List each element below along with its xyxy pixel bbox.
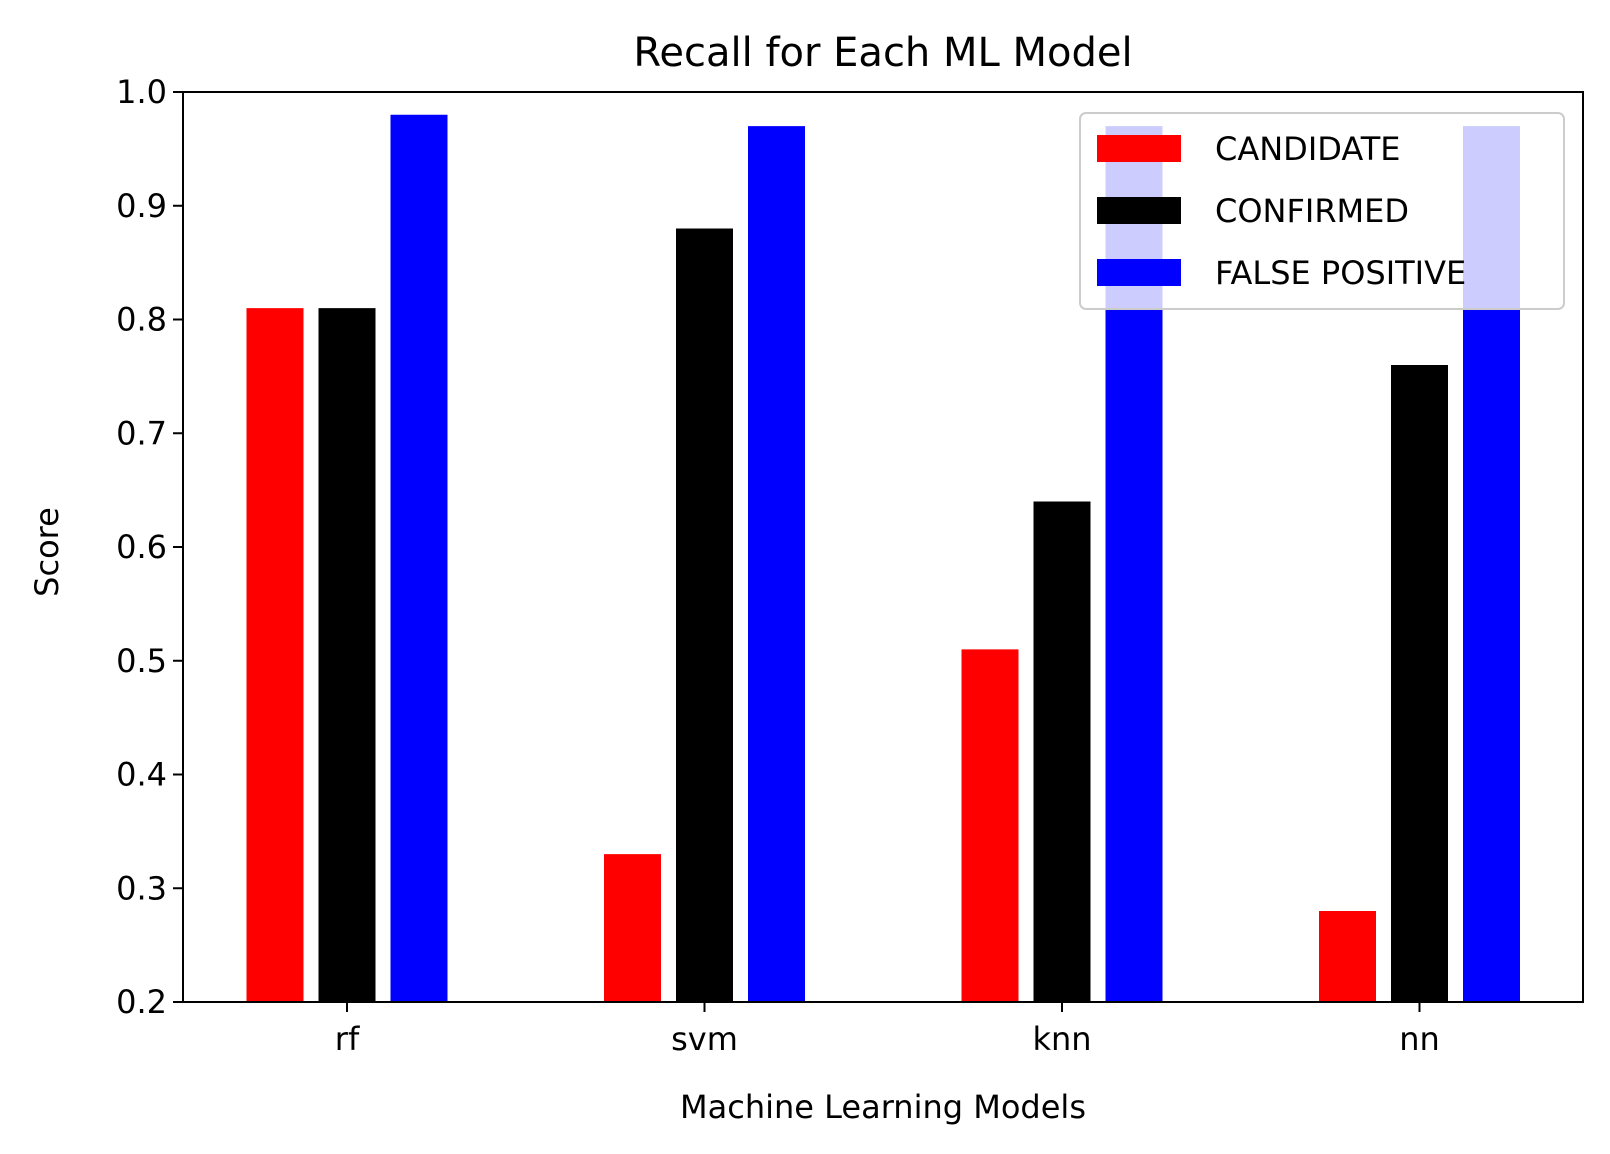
legend-swatch-candidate bbox=[1097, 135, 1181, 162]
bar-rf-false-positive bbox=[390, 114, 448, 1002]
y-tick-label: 1.0 bbox=[116, 73, 167, 111]
legend-label-false-positive: FALSE POSITIVE bbox=[1215, 254, 1466, 292]
y-tick-label: 0.9 bbox=[116, 187, 167, 225]
x-tick-label-svm: svm bbox=[671, 1020, 738, 1058]
legend-box bbox=[1079, 112, 1565, 310]
legend-swatch-false-positive bbox=[1097, 259, 1181, 286]
y-tick-label: 0.6 bbox=[116, 528, 167, 566]
legend: CANDIDATE CONFIRMED FALSE POSITIVE bbox=[1079, 112, 1565, 310]
y-tick-label: 0.3 bbox=[116, 869, 167, 907]
x-axis-label: Machine Learning Models bbox=[680, 1088, 1086, 1126]
x-axis: rf svm knn nn bbox=[335, 1002, 1440, 1058]
y-axis-label: Score bbox=[28, 507, 66, 597]
x-tick-label-nn: nn bbox=[1399, 1020, 1440, 1058]
bar-svm-confirmed bbox=[676, 228, 733, 1002]
bar-knn-candidate bbox=[961, 649, 1019, 1002]
bar-rf-candidate bbox=[246, 308, 304, 1002]
bar-rf-confirmed bbox=[318, 308, 376, 1002]
legend-label-confirmed: CONFIRMED bbox=[1215, 192, 1409, 230]
legend-label-candidate: CANDIDATE bbox=[1215, 130, 1401, 168]
y-tick-label: 0.7 bbox=[116, 414, 167, 452]
bar-nn-confirmed bbox=[1391, 365, 1448, 1002]
legend-swatch-confirmed bbox=[1097, 197, 1181, 224]
x-tick-label-rf: rf bbox=[335, 1020, 360, 1058]
y-tick-label: 0.4 bbox=[116, 756, 167, 794]
y-tick-label: 0.2 bbox=[116, 983, 167, 1021]
y-tick-label: 0.8 bbox=[116, 301, 167, 339]
bar-knn-confirmed bbox=[1033, 501, 1091, 1002]
bar-nn-candidate bbox=[1319, 911, 1376, 1002]
x-tick-label-knn: knn bbox=[1032, 1020, 1091, 1058]
bar-svm-false-positive bbox=[748, 126, 805, 1002]
y-axis: 0.2 0.3 0.4 0.5 0.6 0.7 0.8 0.9 1.0 bbox=[116, 73, 183, 1021]
bar-svm-candidate bbox=[604, 854, 661, 1002]
chart-title: Recall for Each ML Model bbox=[633, 30, 1132, 76]
y-tick-label: 0.5 bbox=[116, 642, 167, 680]
